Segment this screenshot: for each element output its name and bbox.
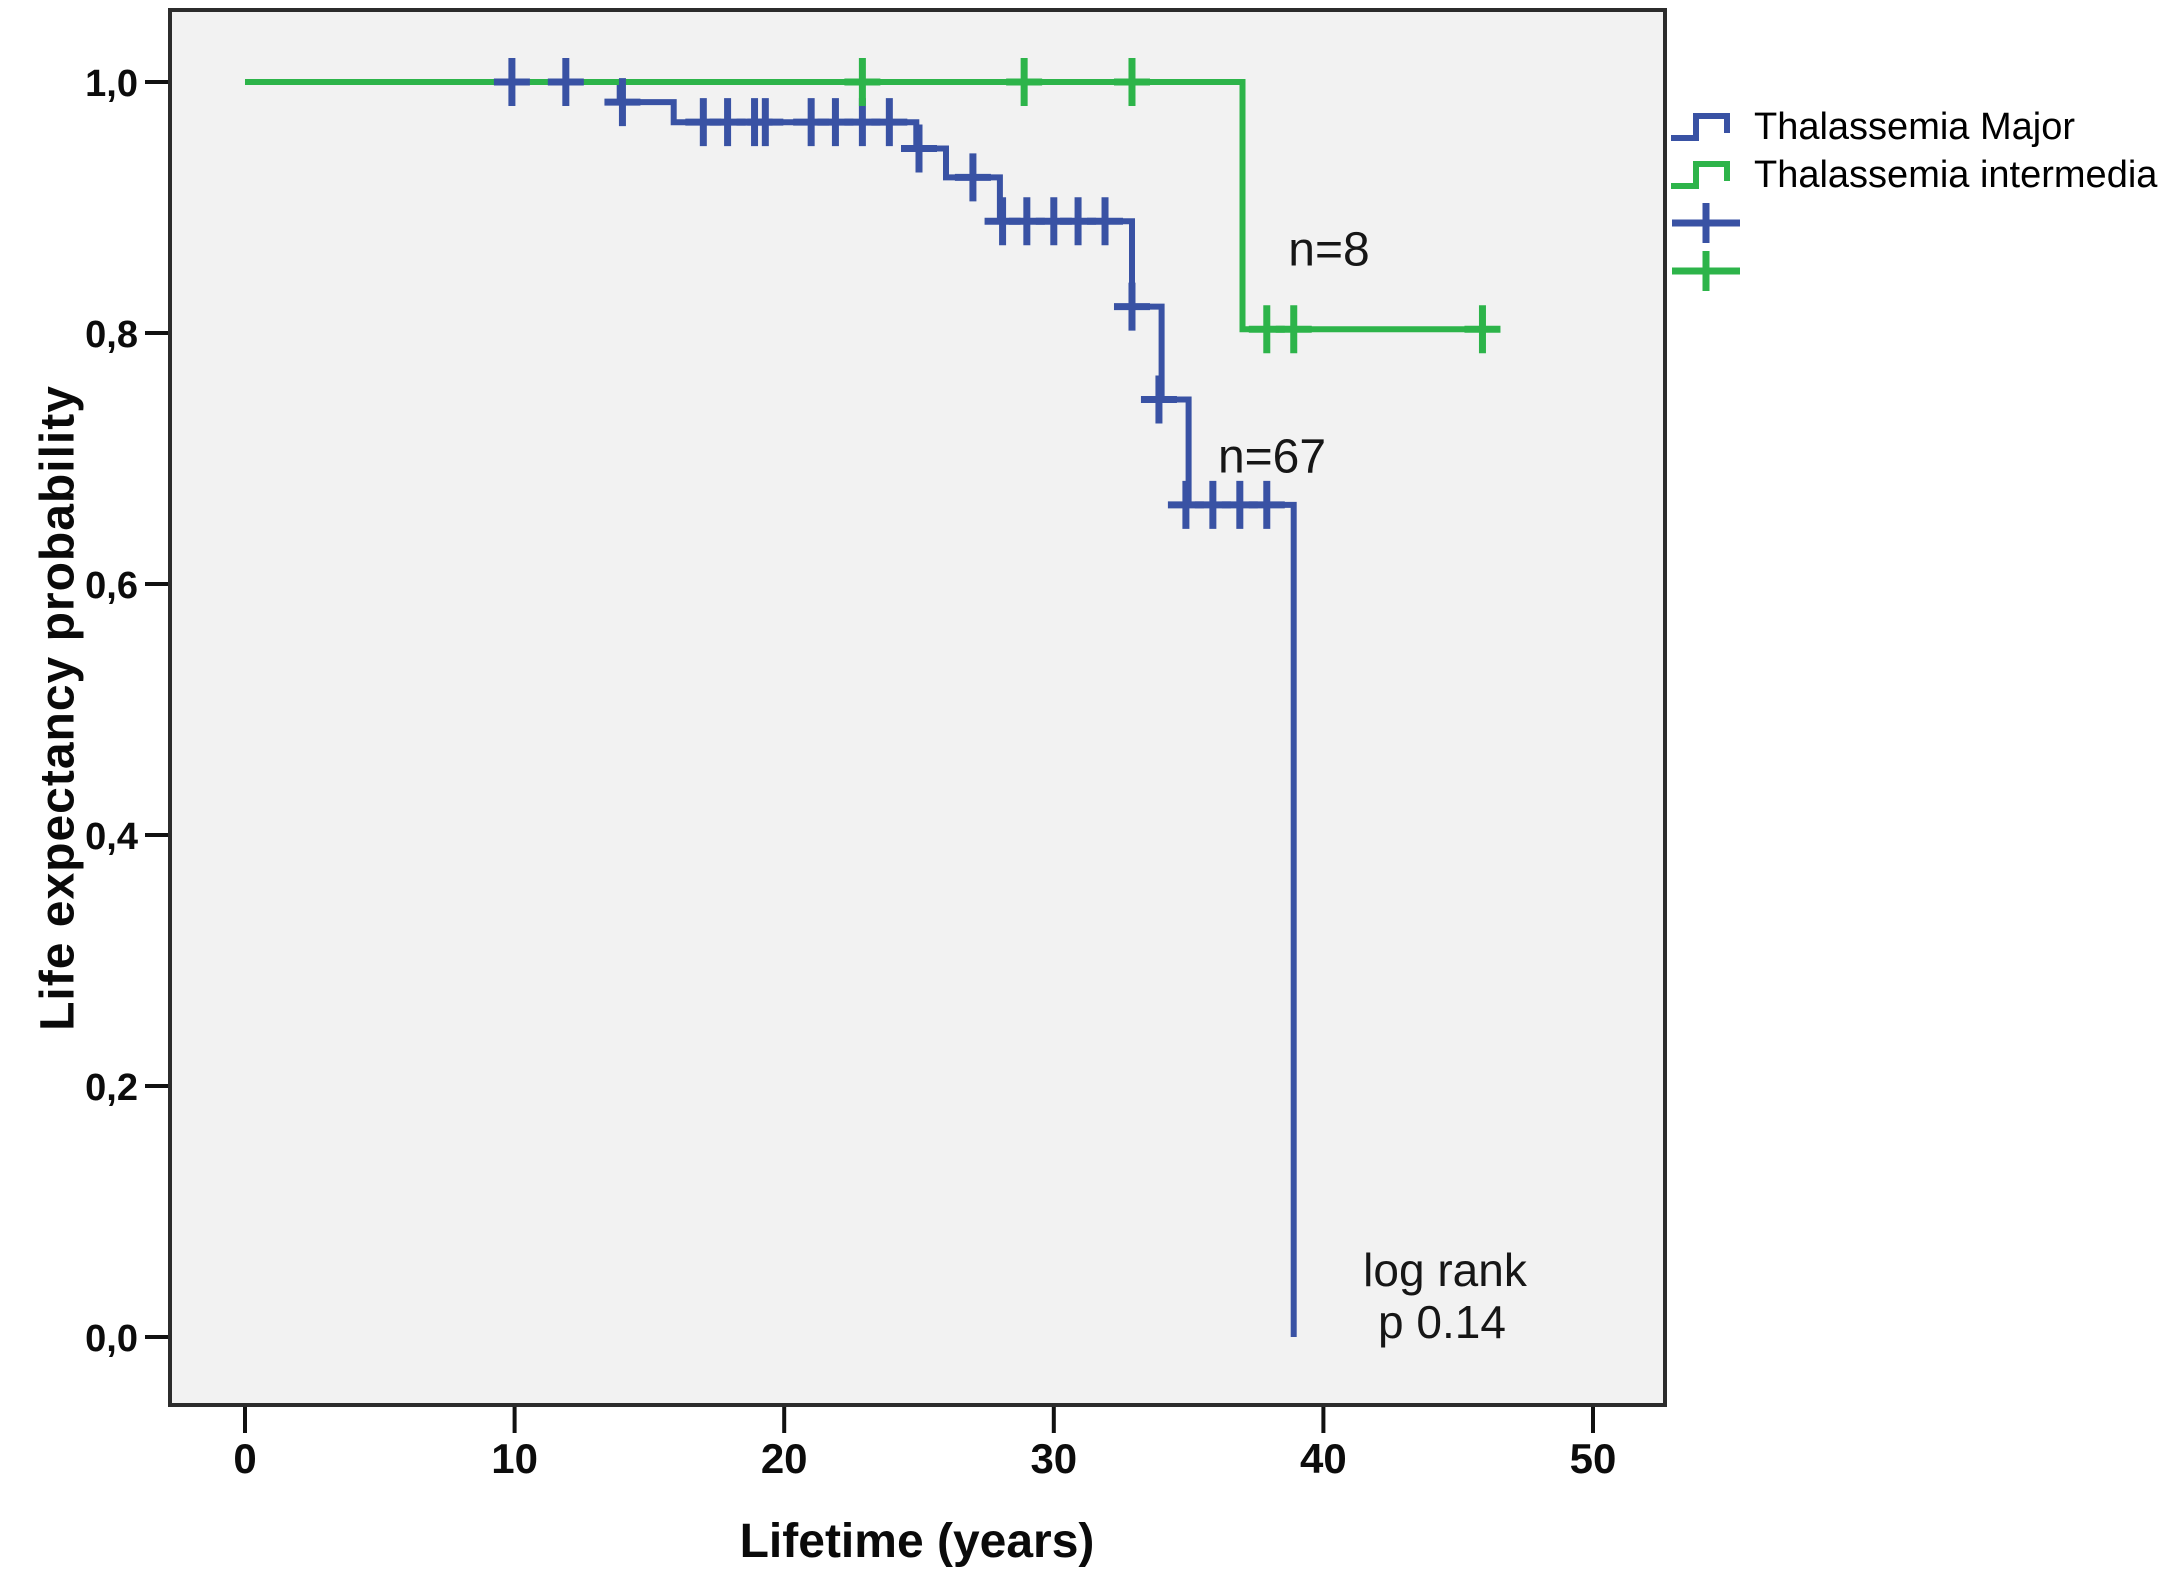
step-line-icon [1671,161,1730,189]
x-tick-label: 50 [1570,1435,1617,1482]
censor-mark-thalassemia-major [547,58,584,106]
annotation-p-0.14: p 0.14 [1378,1296,1506,1348]
legend-item-thalassemia-major: Thalassemia Major [1666,103,2075,151]
censor-mark-thalassemia-major [493,58,530,106]
censor-mark-thalassemia-major [901,124,937,173]
y-tick-label: 0,2 [85,1067,138,1109]
legend-item-censored-major [1666,199,1754,247]
series-line-thalassemia-major [245,79,1297,1337]
plot-frame [168,8,1667,1407]
step-line-icon [1671,113,1730,141]
censor-mark-thalassemia-intermedia [1113,58,1150,106]
annotation-n=67: n=67 [1217,430,1327,484]
censor-mark-thalassemia-major [604,78,641,127]
y-tick-label: 1,0 [85,63,138,105]
legend-label: Thalassemia intermedia [1754,153,2158,196]
censor-mark-thalassemia-major [1140,375,1177,424]
censored-plus-icon [1672,251,1740,291]
x-axis-title: Lifetime (years) [739,1515,1095,1568]
legend-item-thalassemia-intermedia: Thalassemia intermedia [1666,151,2157,199]
censor-mark-thalassemia-intermedia [1275,305,1312,354]
censor-mark-thalassemia-intermedia [844,58,881,106]
x-tick-label: 40 [1300,1435,1347,1482]
y-axis-title: Life expectancy probability [31,385,85,1031]
series-line-thalassemia-intermedia [245,79,1496,333]
y-tick-label: 0,0 [85,1318,138,1360]
annotation-log-rank: log rank [1363,1244,1527,1296]
plot-background [170,10,1665,1405]
censor-mark-thalassemia-major [747,98,784,147]
y-tick-label: 0,6 [85,565,138,607]
censor-mark-thalassemia-intermedia [1464,305,1501,354]
legend-label: Thalassemia Major [1754,105,2075,148]
censor-mark-thalassemia-major [954,153,991,202]
censored-plus-icon [1672,203,1740,243]
x-tick-label: 0 [233,1435,256,1482]
censor-mark-thalassemia-major [1113,282,1150,331]
censor-mark-thalassemia-major [871,98,908,147]
x-tick-label: 10 [491,1435,538,1482]
x-tick-label: 20 [761,1435,808,1482]
y-tick-label: 0,4 [85,816,138,858]
annotation-n=8: n=8 [1288,223,1370,277]
y-tick-label: 0,8 [85,314,138,356]
censor-mark-thalassemia-intermedia [1006,58,1043,106]
censor-mark-thalassemia-major [1087,197,1124,246]
legend-item-censored-intermedia [1666,247,1754,295]
censor-mark-thalassemia-major [1248,480,1285,529]
x-tick-label: 30 [1030,1435,1077,1482]
